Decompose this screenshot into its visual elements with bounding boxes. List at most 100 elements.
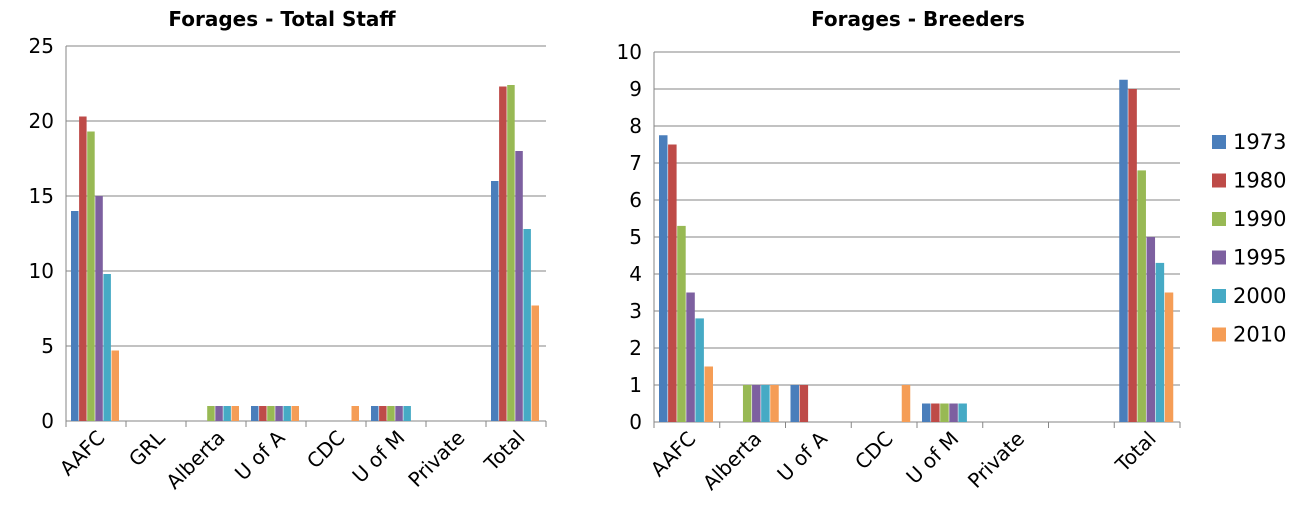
x-tick-label: AAFC	[646, 427, 701, 482]
legend-swatch-1980	[1212, 173, 1226, 188]
y-tick-label: 0	[629, 410, 642, 434]
bar-2010	[901, 385, 911, 422]
bar-1995	[215, 406, 223, 421]
bar-2000	[283, 406, 291, 421]
y-tick-label: 5	[41, 334, 54, 358]
y-tick-label: 9	[629, 77, 642, 101]
bar-2010	[351, 406, 359, 421]
chart-title: Forages - Total Staff	[168, 7, 396, 31]
bar-1973	[659, 135, 668, 422]
chart-total-staff: Forages - Total Staff 0 5 10 15 20 25 AAFC GRLA…	[29, 7, 547, 494]
bar-1973	[790, 385, 799, 422]
bar-1995	[275, 406, 283, 421]
x-tick-label: U of M	[901, 427, 963, 489]
bar-2010	[111, 350, 119, 421]
y-tick-label: 10	[617, 40, 642, 64]
x-tick-label: Total	[479, 426, 530, 477]
bar-2000	[761, 385, 770, 422]
bar-2010	[291, 406, 299, 421]
x-tick-label: U of A	[772, 426, 832, 486]
bar-1980	[931, 403, 940, 422]
legend-swatch-1973	[1212, 135, 1226, 149]
bar-1995	[515, 151, 523, 421]
legend: 1973 1980 1990 1995 2000 2010	[1212, 130, 1286, 347]
x-tick-label: CDC	[850, 427, 898, 475]
x-tick-label: Alberta	[698, 427, 766, 495]
bar-1980	[668, 144, 677, 422]
bar-1990	[87, 131, 95, 421]
y-tick-label: 0	[41, 409, 54, 433]
bar-1995	[752, 385, 761, 422]
bar-1995	[95, 196, 103, 421]
bar-2010	[231, 406, 239, 421]
legend-swatch-1990	[1212, 212, 1226, 226]
bar-1995	[1146, 237, 1156, 422]
bar-1990	[1137, 170, 1146, 422]
bar-1980	[499, 86, 507, 421]
y-tick-label: 10	[29, 259, 54, 283]
x-tick-label: Private	[963, 427, 1029, 493]
bar-2000	[958, 403, 967, 422]
y-tick-label: 1	[629, 373, 642, 397]
chart-title: Forages - Breeders	[811, 7, 1025, 31]
y-tick-label: 2	[629, 336, 642, 360]
legend-label-1973: 1973	[1233, 130, 1286, 154]
bar-1990	[677, 225, 686, 422]
bar-2010	[1164, 292, 1174, 422]
bar-1973	[922, 403, 931, 422]
bar-1990	[940, 403, 949, 422]
bar-1973	[71, 211, 79, 421]
legend-label-2000: 2000	[1233, 284, 1286, 308]
bar-2000	[523, 229, 531, 421]
y-tick-label: 5	[629, 225, 642, 249]
legend-label-2010: 2010	[1233, 323, 1286, 347]
bar-1990	[267, 406, 275, 421]
legend-swatch-2010	[1212, 327, 1226, 342]
legend-swatch-1995	[1212, 250, 1226, 265]
chart-breeders: Forages - Breeders 0 1 2 3 4 5 6 7 8 9 10 AAFCAlber…	[617, 7, 1181, 495]
bar-1980	[259, 406, 267, 421]
x-tick-label: GRL	[124, 425, 170, 471]
y-tick-label: 8	[629, 114, 642, 138]
y-tick-label: 4	[629, 262, 642, 286]
bar-1980	[379, 406, 387, 421]
legend-label-1980: 1980	[1233, 169, 1286, 193]
bar-1973	[251, 406, 259, 421]
legend-label-1995: 1995	[1233, 246, 1286, 270]
bar-1995	[395, 406, 403, 421]
bar-1990	[207, 406, 215, 421]
bar-1995	[949, 403, 958, 422]
bar-1973	[371, 406, 379, 421]
bar-2000	[103, 274, 111, 421]
bar-1980	[79, 116, 87, 421]
bar-2010	[770, 385, 779, 422]
bar-2000	[695, 318, 704, 422]
y-tick-label: 3	[629, 299, 642, 323]
bar-1990	[742, 385, 752, 422]
y-tick-label: 15	[29, 184, 54, 208]
x-tick-label: U of M	[347, 426, 409, 488]
bar-1973	[491, 181, 499, 421]
bar-1980	[799, 385, 809, 422]
bar-1995	[686, 292, 695, 422]
bar-1980	[1128, 89, 1137, 422]
bar-1973	[1119, 79, 1128, 422]
legend-label-1990: 1990	[1233, 207, 1286, 231]
x-tick-label: Private	[403, 426, 469, 492]
y-tick-label: 20	[29, 109, 54, 133]
legend-swatch-2000	[1212, 289, 1226, 303]
bar-2000	[403, 406, 411, 421]
bar-2000	[1155, 262, 1165, 422]
y-tick-label: 7	[629, 151, 642, 175]
x-tick-label: Alberta	[161, 426, 229, 494]
bar-1990	[387, 406, 395, 421]
x-tick-label: Total	[1110, 427, 1161, 478]
bar-2010	[704, 366, 713, 422]
y-tick-label: 6	[629, 188, 642, 212]
bar-2010	[531, 305, 539, 421]
bar-2000	[223, 406, 231, 421]
y-tick-label: 25	[29, 34, 54, 58]
x-tick-label: AAFC	[55, 426, 110, 481]
bar-1990	[507, 85, 515, 421]
